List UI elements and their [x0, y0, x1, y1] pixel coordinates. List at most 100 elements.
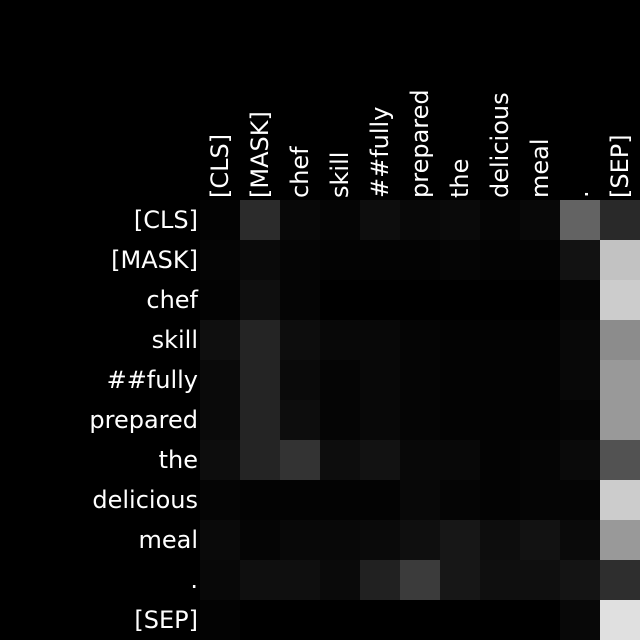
heatmap-cell: [360, 480, 400, 520]
heatmap-cell: [440, 240, 480, 280]
y-tick-label: ##fully: [107, 366, 198, 394]
heatmap-cell: [280, 320, 320, 360]
heatmap-cell: [360, 240, 400, 280]
heatmap-cell: [440, 560, 480, 600]
heatmap-cell: [520, 520, 560, 560]
heatmap-cell: [240, 240, 280, 280]
heatmap-cell: [320, 360, 360, 400]
heatmap-cell: [360, 400, 400, 440]
x-tick-label: the: [446, 159, 474, 198]
heatmap-cell: [560, 560, 600, 600]
heatmap-cell: [560, 600, 600, 640]
heatmap-cell: [200, 480, 240, 520]
heatmap-cell: [360, 360, 400, 400]
heatmap-cell: [520, 560, 560, 600]
y-tick-label: skill: [152, 326, 198, 354]
heatmap-cell: [320, 280, 360, 320]
x-tick-label: skill: [326, 152, 354, 198]
heatmap-cell: [320, 520, 360, 560]
heatmap-cell: [600, 520, 640, 560]
heatmap-cell: [560, 400, 600, 440]
heatmap-cell: [200, 400, 240, 440]
heatmap-cell: [280, 600, 320, 640]
heatmap-cell: [560, 200, 600, 240]
heatmap-cell: [320, 480, 360, 520]
heatmap-cell: [280, 440, 320, 480]
heatmap-cell: [280, 480, 320, 520]
heatmap-cell: [240, 360, 280, 400]
heatmap-cell: [600, 560, 640, 600]
heatmap-cell: [240, 520, 280, 560]
y-tick-label: [SEP]: [134, 606, 198, 634]
heatmap-cell: [520, 240, 560, 280]
heatmap-cell: [440, 400, 480, 440]
heatmap-cell: [440, 600, 480, 640]
heatmap-cell: [520, 280, 560, 320]
heatmap-cell: [520, 200, 560, 240]
heatmap-cell: [560, 320, 600, 360]
heatmap-cell: [400, 320, 440, 360]
heatmap-cell: [240, 480, 280, 520]
heatmap-cell: [480, 600, 520, 640]
heatmap-cell: [320, 600, 360, 640]
heatmap-cell: [360, 200, 400, 240]
y-axis-tick-labels: [CLS] [MASK] chef skill ##fully prepared the de…: [89, 206, 198, 634]
heatmap-cell: [480, 520, 520, 560]
heatmap-cell: [400, 280, 440, 320]
heatmap-cell: [440, 360, 480, 400]
heatmap-cell: [200, 560, 240, 600]
heatmap-cell: [200, 280, 240, 320]
heatmap-cell: [480, 400, 520, 440]
heatmap-cell: [280, 200, 320, 240]
x-tick-label: chef: [286, 146, 314, 198]
heatmap-cell: [360, 560, 400, 600]
heatmap-cell: [440, 200, 480, 240]
heatmap-cell: [280, 400, 320, 440]
y-tick-label: delicious: [92, 486, 198, 514]
heatmap-cell: [200, 600, 240, 640]
heatmap-cell: [480, 280, 520, 320]
heatmap-cell: [360, 320, 400, 360]
heatmap-cell: [240, 280, 280, 320]
heatmap-cell: [440, 320, 480, 360]
heatmap-cell: [280, 240, 320, 280]
heatmap-cell: [320, 320, 360, 360]
heatmap-cell: [400, 400, 440, 440]
heatmap-cell: [600, 440, 640, 480]
heatmap-cell: [200, 520, 240, 560]
heatmap-cell: [280, 560, 320, 600]
y-tick-label: prepared: [89, 406, 198, 434]
heatmap-cell: [400, 200, 440, 240]
heatmap-cell: [600, 600, 640, 640]
heatmap-cell: [600, 400, 640, 440]
heatmap-cell: [600, 480, 640, 520]
heatmap-cell: [240, 560, 280, 600]
heatmap-cell: [480, 440, 520, 480]
x-tick-label: ##fully: [366, 107, 394, 198]
heatmap-cell: [200, 440, 240, 480]
heatmap-cell: [480, 200, 520, 240]
heatmap-cell: [440, 520, 480, 560]
heatmap-cell: [400, 360, 440, 400]
heatmap-cell: [480, 360, 520, 400]
heatmap-cell: [240, 600, 280, 640]
x-tick-label: delicious: [486, 92, 514, 198]
x-tick-label: prepared: [406, 89, 434, 198]
heatmap-cell: [520, 480, 560, 520]
heatmap-cell: [280, 280, 320, 320]
heatmap-cell: [240, 440, 280, 480]
heatmap-cell: [440, 280, 480, 320]
heatmap-cell: [400, 480, 440, 520]
heatmap-cell: [520, 600, 560, 640]
heatmap-cell: [560, 480, 600, 520]
heatmap-cell: [200, 240, 240, 280]
heatmap-cell: [400, 560, 440, 600]
heatmap-cell: [320, 400, 360, 440]
heatmap-cell: [200, 360, 240, 400]
x-tick-label: .: [566, 190, 594, 198]
heatmap-cells: [200, 200, 640, 640]
heatmap-cell: [280, 360, 320, 400]
x-tick-label: [MASK]: [246, 111, 274, 198]
y-tick-label: meal: [138, 526, 198, 554]
